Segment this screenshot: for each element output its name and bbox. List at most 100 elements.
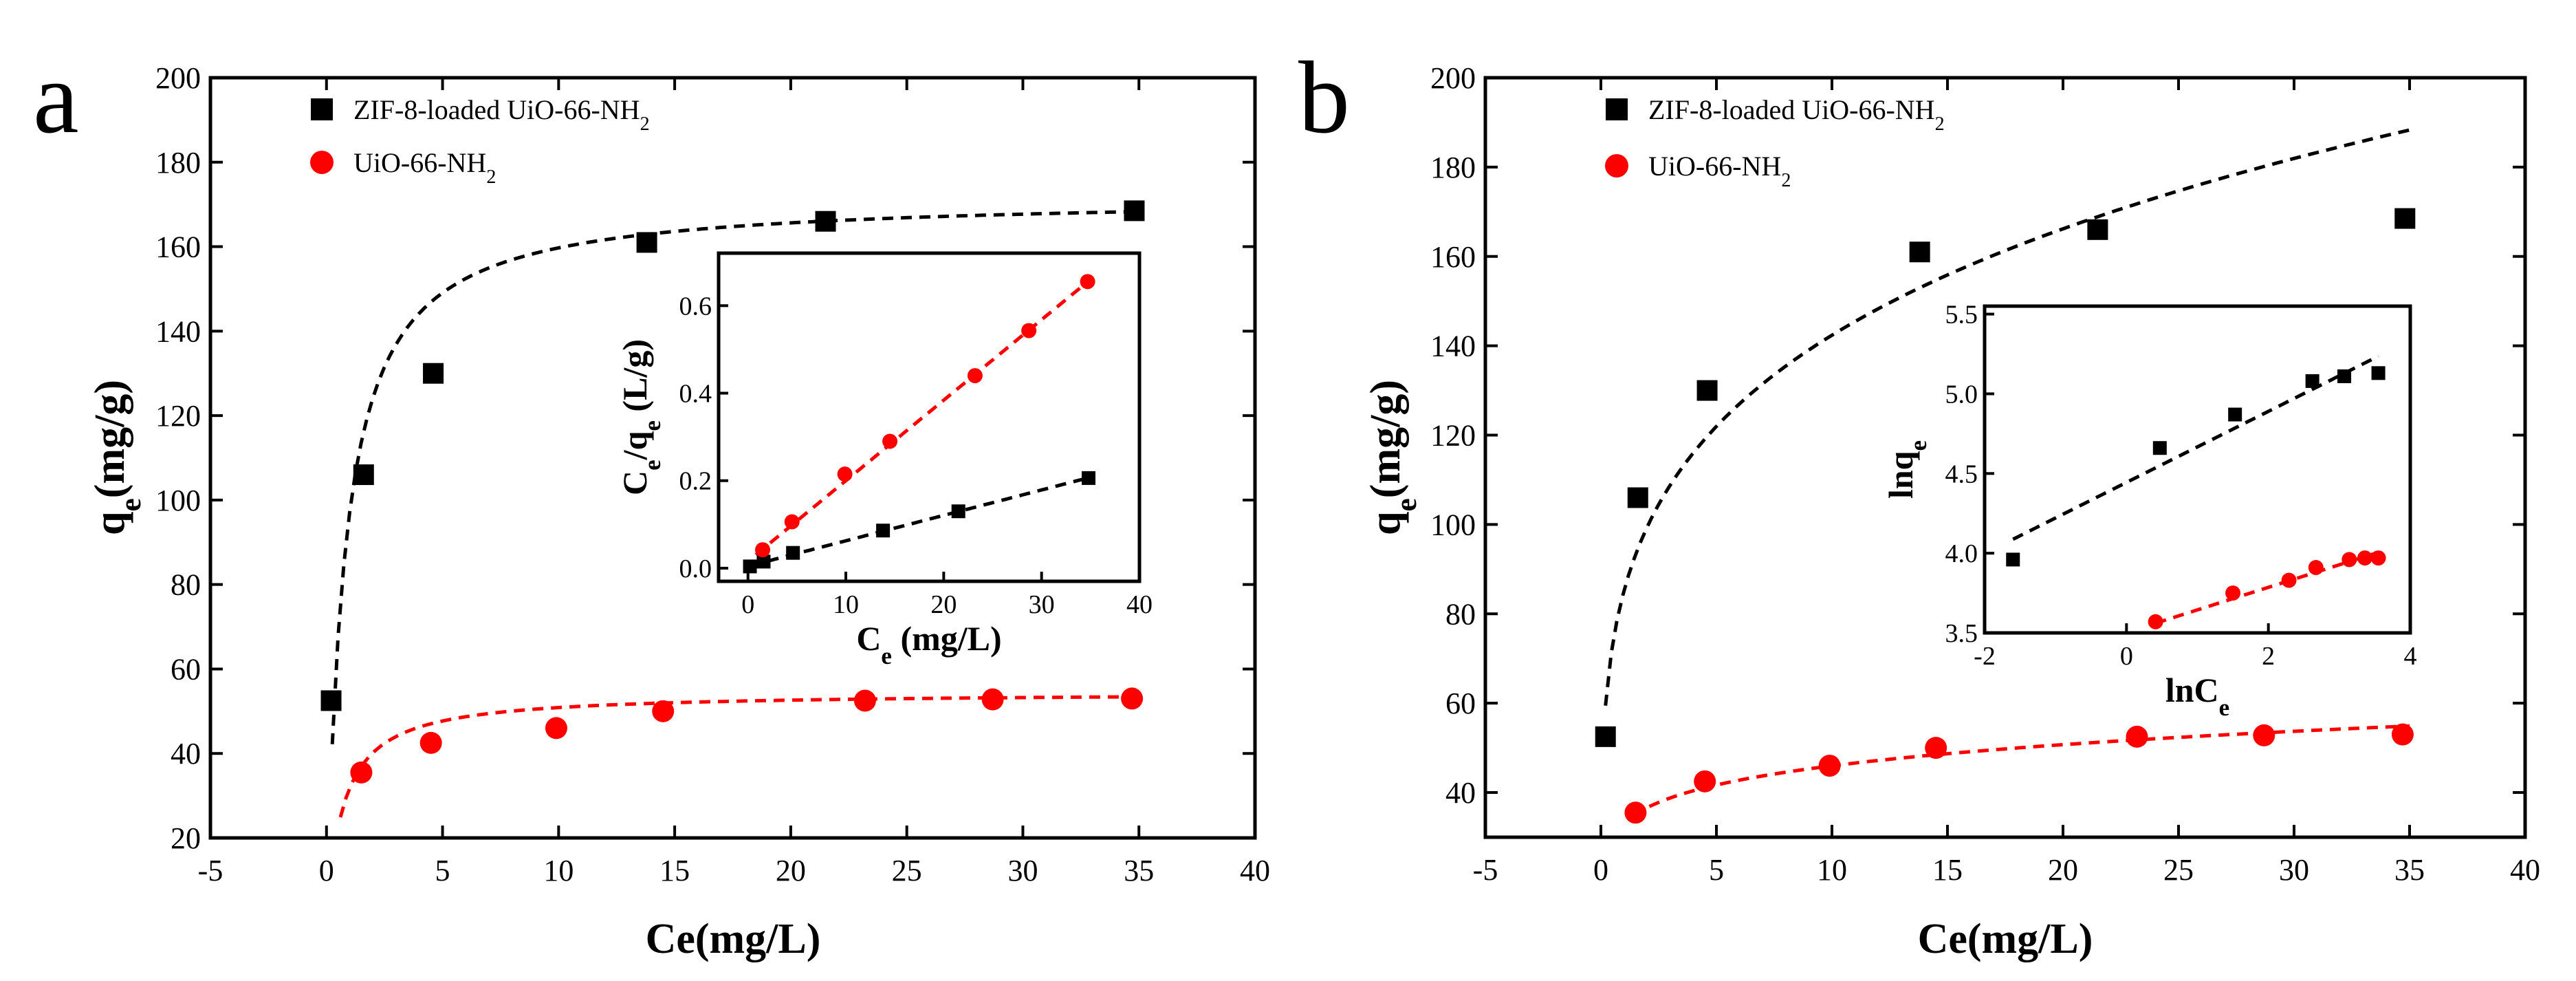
data-point (320, 690, 342, 711)
x-tick-label: 0 (319, 854, 334, 887)
x-tick-label: 15 (1932, 853, 1963, 887)
x-tick-label: 40 (2510, 853, 2540, 887)
inset-y-tick-label: 0.2 (679, 467, 712, 496)
inset-x-tick-label: -2 (1974, 642, 1996, 671)
fit-curve (1632, 724, 2410, 817)
data-point (423, 363, 444, 384)
inset: 0 10 20 30 40 0.0 0.2 0.4 0.6 Ce (mg/L) Ce/qe (L/g… (615, 251, 1153, 669)
y-axis-title: qe(mg/g) (1362, 380, 1423, 535)
inset-data-point (1021, 323, 1037, 338)
inset-y-axis-title: lnqe (1881, 440, 1932, 499)
x-tick-label: -5 (198, 854, 223, 887)
inset-data-point (2357, 550, 2372, 566)
inset-y-tick-label: 0.4 (679, 380, 712, 409)
inset-data-point (2305, 374, 2320, 388)
data-point (853, 689, 876, 712)
inset-y-tick-label: 0.0 (679, 554, 712, 583)
inset: -2 0 2 4 3.5 4.0 4.5 5.0 5.5 lnCe lnqe (1881, 301, 2417, 721)
x-tick-label: -5 (1473, 853, 1498, 887)
inset-x-tick-label: 10 (833, 590, 859, 619)
x-tick-label: 40 (1240, 854, 1270, 887)
inset-data-point (786, 546, 800, 560)
legend-label: UiO-66-NH2 (1648, 151, 1791, 191)
x-tick-label: 10 (543, 854, 574, 887)
y-tick-label: 200 (155, 61, 201, 95)
y-tick-label: 180 (1430, 151, 1476, 184)
inset-y-tick-label: 4.5 (1945, 460, 1978, 488)
x-tick-label: 25 (2163, 853, 2194, 887)
x-tick-label: 5 (1709, 853, 1724, 887)
inset-data-point (756, 554, 771, 569)
inset-data-point (2342, 552, 2357, 568)
inset-y-tick-label: 4.0 (1945, 539, 1978, 568)
legend-marker (311, 98, 333, 120)
y-tick-label: 120 (155, 399, 201, 433)
inset-data-point (2152, 441, 2167, 455)
inset-data-point (951, 504, 965, 519)
inset-data-point (2337, 369, 2352, 383)
data-point (1818, 755, 1841, 777)
x-tick-label: 30 (1007, 854, 1038, 887)
y-tick-label: 40 (1445, 776, 1476, 810)
y-tick-label: 100 (155, 484, 201, 517)
legend-label: ZIF-8-loaded UiO-66-NH2 (1648, 94, 1945, 135)
data-point (1595, 726, 1616, 747)
inset-fit-line (754, 278, 1092, 557)
data-point (1627, 487, 1648, 508)
y-axis-title: qe(mg/g) (87, 380, 147, 535)
inset-data-point (2371, 366, 2386, 380)
data-point (1124, 200, 1145, 222)
data-point (1925, 737, 1947, 759)
x-axis-title: Ce(mg/L) (1918, 916, 2093, 962)
inset-fit-line (749, 475, 1091, 568)
x-tick-label: 10 (1817, 853, 1847, 887)
y-tick-label: 20 (171, 821, 201, 855)
data-point (815, 211, 836, 232)
inset-y-tick-label: 0.6 (679, 292, 712, 321)
inset-data-point (2006, 552, 2020, 567)
inset-x-tick-label: 2 (2262, 642, 2275, 671)
inset-data-point (2281, 572, 2297, 588)
panel-label: b (1298, 41, 1350, 155)
inset-x-tick-label: 40 (1126, 590, 1153, 619)
legend-marker (1605, 154, 1628, 177)
inset-frame (1983, 304, 2412, 635)
data-point (1624, 801, 1647, 824)
data-point (2253, 724, 2275, 746)
data-point (1909, 241, 1930, 263)
inset-x-tick-label: 20 (930, 590, 957, 619)
inset-x-axis-title: Ce (mg/L) (856, 619, 1001, 669)
inset-data-point (784, 514, 800, 530)
data-point (2126, 725, 2148, 748)
inset-data-point (755, 542, 771, 558)
plot-frame (208, 76, 1257, 840)
y-tick-label: 60 (171, 652, 201, 686)
inset-frame (717, 251, 1142, 583)
x-tick-label: 20 (776, 854, 806, 887)
y-tick-label: 200 (1430, 61, 1476, 95)
fit-curve (330, 210, 1139, 744)
inset-data-point (967, 368, 983, 384)
legend-marker (310, 151, 334, 174)
inset-y-tick-label: 3.5 (1945, 619, 1978, 648)
y-tick-label: 120 (1430, 419, 1476, 453)
inset-data-point (2308, 560, 2324, 575)
inset-y-tick-label: 5.5 (1945, 301, 1978, 330)
data-point (636, 232, 657, 253)
fit-curve (1604, 128, 2410, 706)
inset-data-point (2225, 585, 2241, 601)
data-point (350, 761, 373, 784)
inset-data-point (1081, 471, 1095, 485)
y-tick-label: 140 (155, 314, 201, 348)
panel-b: b-5 0 5 10 15 20 25 30 35 40406080100120140160180… (1298, 41, 2540, 962)
data-point (545, 717, 567, 740)
x-tick-label: 15 (659, 854, 690, 887)
y-tick-label: 40 (171, 737, 201, 770)
inset-x-axis-title: lnCe (2165, 671, 2229, 721)
data-point (2394, 208, 2416, 229)
x-tick-label: 20 (2048, 853, 2078, 887)
y-tick-label: 80 (1445, 597, 1476, 631)
inset-data-point (1080, 274, 1095, 290)
inset-data-point (876, 524, 891, 538)
inset-x-tick-label: 4 (2404, 642, 2417, 671)
